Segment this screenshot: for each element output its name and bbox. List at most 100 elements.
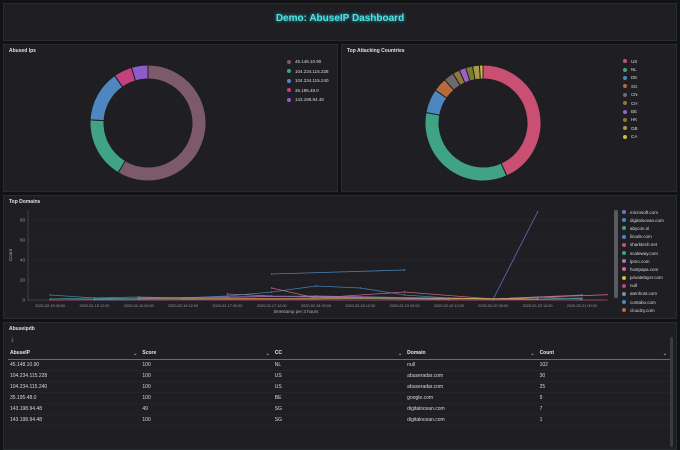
legend-item-hostpapa-com[interactable]: hostpapa.com xyxy=(622,265,664,273)
table-cell-count: 7 xyxy=(537,403,670,415)
chevron-down-icon[interactable]: ⌄ xyxy=(397,351,403,357)
donut-slice-us[interactable] xyxy=(482,64,542,177)
legend-item-104-234-115-240[interactable]: 104.234.115.240 xyxy=(287,76,328,86)
legend-swatch xyxy=(287,88,291,93)
column-header-label: Count xyxy=(539,350,555,357)
top-countries-panel: Top Attacking Countries US NL DE SG CN CH BE HK… xyxy=(341,44,677,192)
legend-swatch xyxy=(623,101,627,106)
legend-item-microsoft-com[interactable]: microsoft.com xyxy=(622,208,664,216)
y-axis-label: Count xyxy=(8,248,13,261)
column-header-domain[interactable]: Domain ⌄ xyxy=(405,348,538,360)
table-cell-abuseip: 104.234.115.228 xyxy=(8,370,141,382)
x-tick-label: 2020-02-17 12:00 xyxy=(257,304,287,308)
legend-label: 35.195.48.0 xyxy=(295,87,319,93)
legend-item-scaleway-com[interactable]: scaleway.com xyxy=(622,249,664,257)
data-point-cloudzy-com xyxy=(138,298,140,300)
legend-item-be[interactable]: BE xyxy=(623,107,638,115)
top-countries-donut-chart xyxy=(424,64,542,182)
table-scrollbar[interactable] xyxy=(670,337,673,447)
top-domains-legend[interactable]: microsoft.com digitalocean.com abycon.nl li… xyxy=(612,208,670,315)
legend-label: 104.234.115.240 xyxy=(295,78,329,84)
legend-item-abycon-nl[interactable]: abycon.nl xyxy=(622,224,664,232)
data-point-cloudzy-com xyxy=(403,297,406,299)
donut-slice-143-198-94-48[interactable] xyxy=(130,64,149,82)
legend-swatch xyxy=(623,109,627,114)
legend-item-hk[interactable]: HK xyxy=(623,116,638,124)
series-line-cloudzy-com[interactable] xyxy=(138,297,405,300)
legend-item-us[interactable]: US xyxy=(623,57,638,65)
top-domains-panel: Top Domains 0 20 40 60 80 2020-02-15 00:00 202… xyxy=(3,195,677,319)
donut-slice-ca[interactable] xyxy=(478,64,484,80)
column-header-label: CC xyxy=(274,350,283,357)
table-cell-score: 49 xyxy=(140,403,273,415)
legend-swatch xyxy=(622,267,626,272)
legend-item-ca[interactable]: CA xyxy=(623,133,638,141)
table-cell-cc: US xyxy=(272,381,406,393)
legend-item-104-234-115-228[interactable]: 104.234.115.228 xyxy=(287,67,328,77)
chevron-down-icon[interactable]: ⌄ xyxy=(133,351,138,357)
series-line-contabo-com[interactable] xyxy=(94,298,317,301)
table-row[interactable]: 35.195.48.0 100 BE google.com 9 xyxy=(8,392,670,404)
legend-item-143-198-94-48[interactable]: 143.198.94.48 xyxy=(287,95,328,105)
legend-item-ch[interactable]: CH xyxy=(623,99,638,107)
legend-label: GB xyxy=(631,125,638,131)
x-axis-label: timestamp per 3 hours xyxy=(274,309,320,314)
legend-swatch xyxy=(287,59,291,64)
legend-item-null[interactable]: null xyxy=(622,282,664,290)
table-row[interactable]: 104.234.115.240 100 US abuseradar.com 25 xyxy=(8,381,670,393)
donut-slice-104-234-115-228[interactable] xyxy=(89,119,127,174)
x-tick-label: 2020-02-17 00:00 xyxy=(212,304,242,308)
legend-item-privatelayer-com[interactable]: privatelayer.com xyxy=(622,274,664,282)
table-cell-count: 25 xyxy=(537,381,670,393)
chevron-down-icon[interactable]: ⌄ xyxy=(530,351,535,357)
column-header-abuseip[interactable]: AbuseIP ⌄ xyxy=(8,348,141,360)
table-row[interactable]: 143.198.94.48 100 SG digitalocean.com 1 xyxy=(8,414,670,426)
legend-item-nl[interactable]: NL xyxy=(623,65,638,73)
donut-slice-nl[interactable] xyxy=(424,111,508,182)
legend-item-contabo-com[interactable]: contabo.com xyxy=(622,298,664,306)
column-header-count[interactable]: Count ⌄ xyxy=(537,348,670,360)
legend-item-sg[interactable]: SG xyxy=(623,82,638,90)
series-line-microsoft-com[interactable] xyxy=(492,211,538,300)
column-header-score[interactable]: Score ⌄ xyxy=(140,348,273,360)
y-tick-label: 40 xyxy=(20,258,26,263)
legend-swatch xyxy=(287,69,291,74)
legend-item-lpmo-com[interactable]: lpmo.com xyxy=(622,257,664,265)
legend-item-sharktech-net[interactable]: sharktech.net xyxy=(622,241,664,249)
legend-item-35-195-48-0[interactable]: 35.195.48.0 xyxy=(287,86,328,96)
legend-item-de[interactable]: DE xyxy=(623,74,638,82)
abuseipdb-table-panel: Abuseipdb ⤓ AbuseIP ⌄ Score ⌄ CC ⌄ Domain ⌄ Coun… xyxy=(3,322,677,450)
legend-swatch xyxy=(287,97,291,102)
panel-title-abuseipdb: Abuseipdb xyxy=(9,326,35,332)
data-point-digitalocean-com xyxy=(49,294,51,296)
legend-item-cloudzy-com[interactable]: cloudzy.com xyxy=(622,306,664,314)
legend-item-digitalocean-com[interactable]: digitalocean.com xyxy=(622,216,664,224)
legend-item-cn[interactable]: CN xyxy=(623,91,638,99)
y-tick-label: 20 xyxy=(20,278,26,283)
legend-item-atenhost-com[interactable]: atenhost.com xyxy=(622,290,664,298)
legend-item-linode-com[interactable]: linode.com xyxy=(622,233,664,241)
data-point-digitalocean-com xyxy=(403,294,406,296)
download-icon[interactable]: ⤓ xyxy=(11,337,14,343)
legend-item-45-148-10-90[interactable]: 45.148.10.90 xyxy=(287,57,328,67)
donut-slice-104-234-115-240[interactable] xyxy=(89,74,124,122)
x-tick-label: 2020-02-20 00:00 xyxy=(478,304,508,308)
legend-label: cloudzy.com xyxy=(630,307,655,313)
chevron-down-icon[interactable]: ⌄ xyxy=(265,351,270,357)
table-cell-domain: digitalocean.com xyxy=(405,403,538,415)
y-tick-label: 80 xyxy=(20,218,26,223)
top-countries-legend: US NL DE SG CN CH BE HK GB CA xyxy=(623,57,638,141)
column-header-cc[interactable]: CC ⌄ xyxy=(272,348,406,360)
legend-scrollbar[interactable] xyxy=(614,210,618,298)
data-point-digitalocean-com xyxy=(359,287,362,289)
legend-swatch xyxy=(623,92,627,97)
data-point-atenhost-com xyxy=(448,298,450,300)
legend-label: BE xyxy=(631,109,638,115)
table-row[interactable]: 45.148.10.90 100 NL null 102 xyxy=(8,359,670,371)
table-cell-score: 100 xyxy=(140,381,273,393)
table-row[interactable]: 143.198.94.48 49 SG digitalocean.com 7 xyxy=(8,403,670,415)
chevron-down-icon[interactable]: ⌄ xyxy=(662,351,667,357)
legend-item-gb[interactable]: GB xyxy=(623,124,638,132)
series-line-linode-com[interactable] xyxy=(271,269,405,275)
table-row[interactable]: 104.234.115.228 100 US abuseradar.com 30 xyxy=(8,370,670,382)
